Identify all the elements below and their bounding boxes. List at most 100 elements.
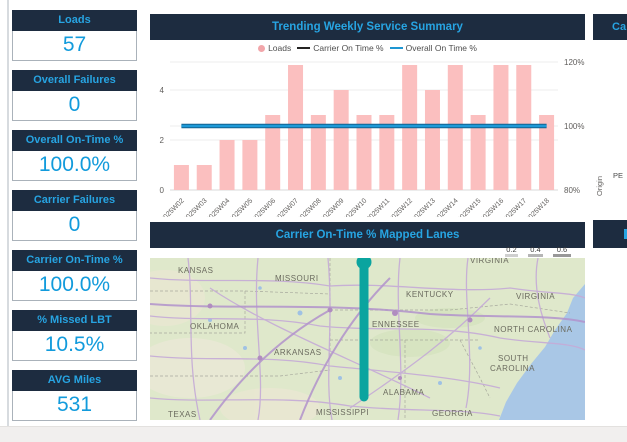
kpi-label: Overall On-Time % — [12, 130, 137, 151]
kpi-label: Loads — [12, 10, 137, 31]
bar-2025W06[interactable] — [265, 115, 281, 190]
x-tick-label: 2025W13 — [411, 197, 437, 217]
size-legend-value: 0.2 — [506, 245, 517, 254]
legend-item-overall-on-time-[interactable]: Overall On Time % — [389, 43, 477, 53]
legend-item-loads[interactable]: Loads — [258, 43, 291, 53]
bar-2025W08[interactable] — [310, 115, 326, 190]
legend-label: Overall On Time % — [405, 43, 477, 53]
partial-category-label: PE — [613, 171, 624, 180]
map-title: Carrier On-Time % Mapped Lanes — [150, 222, 585, 248]
right-axis-tick: 100% — [564, 122, 584, 131]
kpi-label: Overall Failures — [12, 70, 137, 91]
kpi-card-carrier-failures[interactable]: Carrier Failures 0 — [12, 190, 137, 241]
x-tick-label: 2025W12 — [388, 197, 414, 217]
x-tick-label: 2025W07 — [274, 197, 300, 217]
state-label-carolina: CAROLINA — [490, 364, 535, 373]
trend-chart-title: Trending Weekly Service Summary — [150, 14, 585, 40]
kpi-label: Carrier On-Time % — [12, 250, 137, 271]
mapped-lane[interactable] — [356, 258, 372, 402]
left-axis-tick: 2 — [160, 136, 165, 145]
state-label-mississippi: MISSISSIPPI — [316, 408, 369, 417]
state-label-georgia: GEORGIA — [432, 409, 473, 418]
legend-item-carrier-on-time-[interactable]: Carrier On Time % — [297, 43, 384, 53]
x-tick-label: 2025W04 — [205, 197, 231, 217]
state-label-north-carolina: NORTH CAROLINA — [494, 325, 573, 334]
page-bottom-strip — [0, 426, 627, 442]
right-axis-tick: 120% — [564, 58, 584, 67]
kpi-value: 100.0% — [12, 271, 137, 301]
lanes-map[interactable]: KANSAS MISSOURI VIRGINIA KENTUCKY VIRGINIA OK… — [150, 258, 585, 420]
bar-2025W05[interactable] — [242, 140, 258, 190]
trend-bar-chart[interactable]: 2025W022025W032025W042025W052025W062025W… — [150, 55, 585, 217]
state-label-virginia: VIRGINIA — [470, 258, 509, 265]
kpi-card-missed-lbt[interactable]: % Missed LBT 10.5% — [12, 310, 137, 361]
left-axis-tick: 4 — [160, 86, 165, 95]
state-label-texas: TEXAS — [168, 410, 197, 419]
size-legend-value: 0.4 — [530, 245, 541, 254]
state-label-kentucky: KENTUCKY — [406, 290, 454, 299]
state-label-south: SOUTH — [498, 354, 529, 363]
x-tick-label: 2025W06 — [251, 197, 277, 217]
bar-2025W15[interactable] — [470, 115, 486, 190]
size-legend-bar — [528, 254, 543, 257]
size-legend-item: 0.4 — [528, 246, 543, 258]
state-label-oklahoma: OKLAHOMA — [190, 322, 240, 331]
bar-2025W10[interactable] — [356, 115, 372, 190]
x-tick-label: 2025W16 — [479, 197, 505, 217]
kpi-label: AVG Miles — [12, 370, 137, 391]
kpi-card-carrier-on-time[interactable]: Carrier On-Time % 100.0% — [12, 250, 137, 301]
map-size-legend: 0.2 0.4 0.6 — [505, 246, 585, 258]
legend-line-swatch — [297, 46, 311, 50]
kpi-sidebar: Loads 57 Overall Failures 0 Overall On-T… — [12, 10, 137, 421]
x-tick-label: 2025W05 — [228, 197, 254, 217]
state-label-virginia: VIRGINIA — [516, 292, 555, 301]
bar-2025W03[interactable] — [196, 165, 212, 190]
map-city-dots — [207, 303, 473, 380]
bar-2025W02[interactable] — [173, 165, 189, 190]
map-highways — [150, 277, 585, 420]
size-legend-item: 0.6 — [553, 246, 571, 258]
x-tick-label: 2025W18 — [525, 197, 551, 217]
kpi-card-overall-on-time[interactable]: Overall On-Time % 100.0% — [12, 130, 137, 181]
bar-2025W13[interactable] — [424, 90, 440, 190]
legend-label: Carrier On Time % — [313, 43, 384, 53]
kpi-card-avg-miles[interactable]: AVG Miles 531 — [12, 370, 137, 421]
map-state-borders — [150, 258, 571, 420]
kpi-value: 10.5% — [12, 331, 137, 361]
size-legend-bar — [505, 254, 518, 257]
right-panel-header-bottom — [593, 220, 627, 248]
kpi-label: Carrier Failures — [12, 190, 137, 211]
bar-2025W04[interactable] — [219, 140, 235, 190]
x-tick-label: 2025W17 — [502, 197, 528, 217]
map-roads — [150, 258, 585, 420]
kpi-value: 100.0% — [12, 151, 137, 181]
legend-dot-swatch — [258, 44, 266, 52]
size-legend-bar — [553, 254, 571, 257]
state-label-kansas: KANSAS — [178, 266, 213, 275]
bar-2025W11[interactable] — [379, 115, 395, 190]
kpi-card-overall-failures[interactable]: Overall Failures 0 — [12, 70, 137, 121]
trend-chart-legend: Loads Carrier On Time % Overall On Time % — [150, 42, 585, 54]
left-axis-tick: 0 — [160, 186, 165, 195]
bar-2025W18[interactable] — [539, 115, 555, 190]
x-tick-label: 2025W11 — [365, 197, 391, 217]
clipped-title-text — [624, 229, 627, 239]
kpi-value: 0 — [12, 211, 137, 241]
kpi-value: 57 — [12, 31, 137, 61]
x-tick-label: 2025W03 — [183, 197, 209, 217]
x-tick-label: 2025W15 — [456, 197, 482, 217]
state-label-missouri: MISSOURI — [275, 274, 319, 283]
x-tick-label: 2025W10 — [342, 197, 368, 217]
size-legend-value: 0.6 — [556, 245, 568, 254]
x-tick-label: 2025W09 — [319, 197, 345, 217]
kpi-card-loads[interactable]: Loads 57 — [12, 10, 137, 61]
kpi-value: 0 — [12, 91, 137, 121]
right-axis-tick: 80% — [564, 186, 580, 195]
legend-line-swatch — [389, 46, 403, 50]
legend-label: Loads — [268, 43, 292, 53]
map-state-labels: KANSAS MISSOURI VIRGINIA KENTUCKY VIRGINIA OK… — [168, 258, 573, 419]
bar-2025W09[interactable] — [333, 90, 349, 190]
right-panel-header: Ca — [593, 14, 627, 40]
x-tick-label: 2025W14 — [434, 197, 460, 217]
